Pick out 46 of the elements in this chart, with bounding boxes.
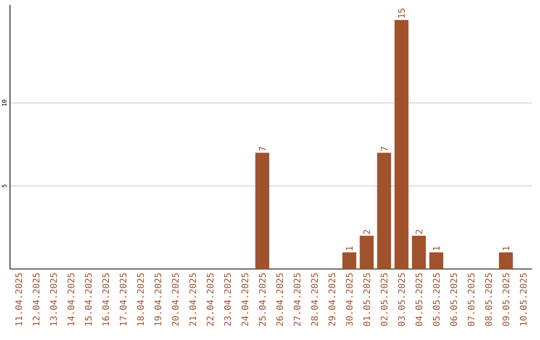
- bar: [377, 152, 392, 269]
- data-label: 1: [433, 246, 440, 250]
- x-tick-label: 10.05.2025: [520, 273, 527, 326]
- x-tick-label: 02.05.2025: [380, 273, 388, 326]
- x-tick-label: 01.05.2025: [363, 273, 370, 326]
- x-tick-label: 03.05.2025: [398, 273, 405, 326]
- bar: [394, 20, 408, 269]
- bar: [342, 252, 356, 269]
- data-label: 2: [363, 230, 370, 234]
- data-label: 2: [416, 230, 422, 234]
- x-tick-label: 22.04.2025: [206, 273, 214, 326]
- x-tick-label: 20.04.2025: [172, 273, 179, 326]
- x-tick-label: 05.05.2025: [432, 273, 440, 326]
- x-tick-label: 07.05.2025: [468, 273, 474, 326]
- x-tick-label: 28.04.2025: [311, 273, 318, 326]
- x-tick-label: 08.05.2025: [485, 273, 492, 326]
- x-tick-label: 19.04.2025: [154, 273, 162, 326]
- x-tick-label: 23.04.2025: [224, 273, 231, 326]
- bar: [412, 236, 426, 269]
- x-tick-label: 21.04.2025: [189, 273, 196, 326]
- x-tick-label: 15.04.2025: [84, 273, 92, 326]
- x-tick-label: 13.04.2025: [50, 273, 57, 326]
- x-tick-label: 09.05.2025: [502, 273, 510, 326]
- data-label: 7: [259, 146, 266, 151]
- x-tick-label: 14.04.2025: [68, 273, 74, 326]
- x-tick-label: 18.04.2025: [137, 273, 144, 326]
- x-tick-label: 06.05.2025: [450, 273, 458, 326]
- bar: [498, 252, 513, 269]
- x-tick-label: 12.04.2025: [32, 273, 40, 326]
- bar: [360, 236, 374, 269]
- x-tick-label: 24.04.2025: [242, 273, 248, 326]
- x-tick-label: 25.04.2025: [258, 273, 266, 326]
- x-tick-label: 30.04.2025: [346, 273, 353, 326]
- data-label: 1: [346, 246, 353, 250]
- data-label: 1: [502, 246, 510, 250]
- x-tick-label: 29.04.2025: [328, 273, 336, 326]
- x-tick-label: 04.05.2025: [416, 273, 422, 326]
- x-tick-label: 17.04.2025: [120, 273, 126, 326]
- data-label: 7: [380, 146, 388, 151]
- data-label: 15: [398, 8, 405, 18]
- bar: [429, 252, 444, 269]
- x-tick-label: 27.04.2025: [294, 273, 300, 326]
- x-tick-label: 11.04.2025: [15, 273, 22, 326]
- bar: [255, 152, 270, 269]
- x-tick-label: 26.04.2025: [276, 273, 284, 326]
- x-tick-label: 16.04.2025: [102, 273, 110, 326]
